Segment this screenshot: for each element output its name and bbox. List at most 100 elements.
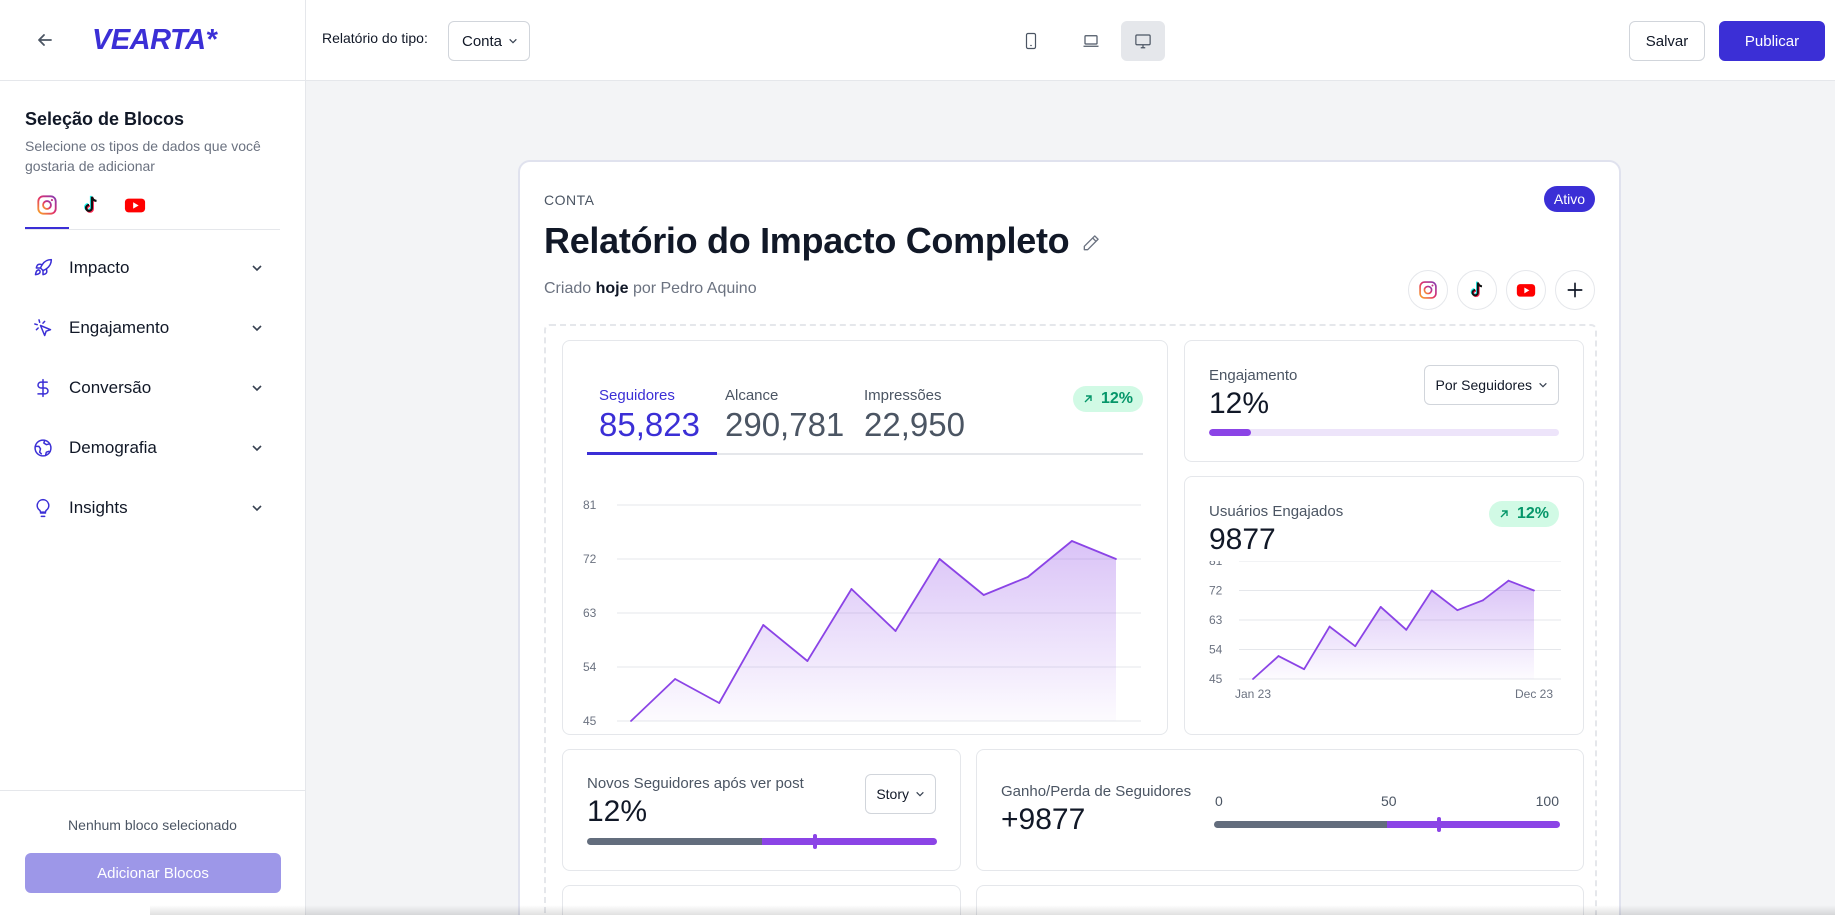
- add-blocks-button[interactable]: Adicionar Blocos: [25, 853, 281, 893]
- publish-button[interactable]: Publicar: [1719, 21, 1825, 61]
- chevron-down-icon: [251, 441, 265, 455]
- block-card: [562, 885, 961, 915]
- tiktok-icon: [84, 195, 97, 213]
- x-tick-label: Jan 23: [613, 730, 649, 731]
- tab-alcance[interactable]: Alcance 290,781: [725, 387, 844, 444]
- engagement-label: Engajamento: [1209, 367, 1298, 384]
- data-point: [1328, 625, 1331, 628]
- device-laptop-button[interactable]: [1069, 21, 1113, 61]
- tab-label: Alcance: [725, 387, 779, 404]
- data-point: [1026, 576, 1029, 578]
- x-tick-label: May 23: [788, 730, 828, 731]
- category-engajamento[interactable]: Engajamento: [0, 298, 305, 358]
- platform-tabs: [25, 190, 280, 230]
- pencil-icon[interactable]: [1081, 220, 1101, 262]
- chevron-down-icon: [1538, 377, 1548, 393]
- tab-youtube[interactable]: [113, 190, 157, 229]
- data-point: [718, 702, 721, 704]
- new-followers-range: [587, 838, 937, 845]
- report-type-select[interactable]: Conta: [448, 21, 530, 61]
- range-marker[interactable]: [1436, 817, 1441, 832]
- tab-tiktok[interactable]: [69, 190, 113, 229]
- scale-label-min: 0: [1215, 793, 1223, 809]
- x-tick-label: Mar 23: [701, 730, 739, 731]
- platform-instagram-button[interactable]: [1408, 270, 1448, 310]
- x-tick-label: Jul 23: [880, 730, 912, 731]
- sidebar-footer: Nenhum bloco selecionado Adicionar Bloco…: [0, 790, 305, 915]
- trend-badge: 12%: [1488, 501, 1559, 527]
- category-conversao[interactable]: Conversão: [0, 358, 305, 418]
- trend-value: 12%: [1516, 505, 1549, 522]
- follower-gain-card: Ganho/Perda de Seguidores +9877 0 50 100: [976, 749, 1584, 871]
- youtube-icon: [124, 198, 146, 213]
- add-platform-button[interactable]: [1555, 270, 1595, 310]
- tab-impressoes[interactable]: Impressões 22,950: [864, 387, 965, 444]
- y-tick-label: 72: [1209, 584, 1223, 598]
- logo: VEARTA*: [92, 23, 217, 56]
- category-label: Demografia: [69, 438, 157, 457]
- tab-value: 290,781: [725, 406, 845, 443]
- metric-tabs: Seguidores 85,823 Alcance 290,781 Impres…: [587, 361, 1143, 455]
- series-line: [1252, 579, 1535, 680]
- topbar: Relatório do tipo: Conta Salvar Publicar: [306, 0, 1835, 81]
- engaged-users-card: Usuários Engajados 9877 12% 81 72 63 54 45 Ja…: [1184, 476, 1584, 735]
- category-impacto[interactable]: Impacto: [0, 238, 305, 298]
- category-label: Conversão: [69, 378, 152, 397]
- tab-instagram[interactable]: [25, 190, 69, 229]
- sparkle-cursor-icon: [32, 317, 54, 339]
- range-segment: [1214, 821, 1387, 828]
- range-segment: [587, 838, 762, 845]
- rocket-icon: [32, 257, 54, 279]
- range-marker[interactable]: [812, 834, 817, 849]
- range-segment: [1387, 821, 1560, 828]
- follower-gain-range: [1214, 821, 1560, 828]
- active-tab-indicator: [587, 452, 717, 455]
- engagement-basis-select[interactable]: Por Seguidores: [1424, 365, 1559, 405]
- tiktok-icon: [1470, 281, 1483, 298]
- desktop-icon: [1135, 34, 1151, 49]
- y-tick-label: 54: [1209, 643, 1223, 657]
- data-point: [1354, 645, 1357, 648]
- sidebar-title: Seleção de Blocos: [25, 109, 185, 129]
- report-title: Relatório do Impacto Completo: [544, 220, 1070, 261]
- save-button[interactable]: Salvar: [1629, 21, 1705, 61]
- report-type-value: Conta: [462, 32, 503, 50]
- tab-value: 85,823: [599, 406, 700, 443]
- back-arrow-icon[interactable]: [32, 27, 58, 53]
- category-insights[interactable]: Insights: [0, 478, 305, 538]
- engagement-progress: [1209, 429, 1559, 436]
- block-card: [976, 885, 1584, 915]
- scale-label-mid: 50: [1381, 793, 1397, 809]
- data-point: [630, 720, 632, 722]
- select-value: Por Seguidores: [1435, 377, 1532, 393]
- data-point: [938, 558, 941, 560]
- platform-tiktok-button[interactable]: [1457, 270, 1497, 310]
- y-tick-label: 45: [583, 714, 597, 728]
- followers-chart: 81 72 63 54 45 Jan 23 Mar 23 May 23 Jul 23 Sep 23…: [583, 498, 1141, 731]
- trend-value: 12%: [1100, 390, 1133, 407]
- tab-seguidores[interactable]: Seguidores 85,823: [599, 387, 700, 444]
- data-point: [1303, 668, 1305, 671]
- data-point: [1277, 655, 1280, 657]
- post-type-select[interactable]: Story: [865, 774, 936, 814]
- trend-badge: 12%: [1072, 386, 1143, 412]
- dollar-icon: [32, 377, 54, 399]
- data-point: [1533, 589, 1535, 592]
- chevron-down-icon: [508, 33, 518, 50]
- engaged-users-label: Usuários Engajados: [1209, 503, 1344, 520]
- report-card: CONTA Ativo Relatório do Impacto Complet…: [518, 160, 1621, 915]
- platform-youtube-button[interactable]: [1506, 270, 1546, 310]
- category-demografia[interactable]: Demografia: [0, 418, 305, 478]
- device-desktop-button[interactable]: [1121, 21, 1165, 61]
- data-point: [1115, 558, 1117, 560]
- data-point: [850, 588, 853, 590]
- sidebar-header: VEARTA*: [0, 0, 305, 81]
- x-tick-label: Nov 23: [1053, 730, 1091, 731]
- byline-prefix: Criado: [544, 280, 592, 297]
- engaged-users-value: 9877: [1209, 523, 1276, 556]
- arrow-up-right-icon: [1500, 510, 1508, 518]
- tab-label: Impressões: [864, 387, 942, 404]
- device-mobile-button[interactable]: [1009, 21, 1053, 61]
- laptop-icon: [1083, 35, 1099, 47]
- data-point: [1405, 628, 1408, 631]
